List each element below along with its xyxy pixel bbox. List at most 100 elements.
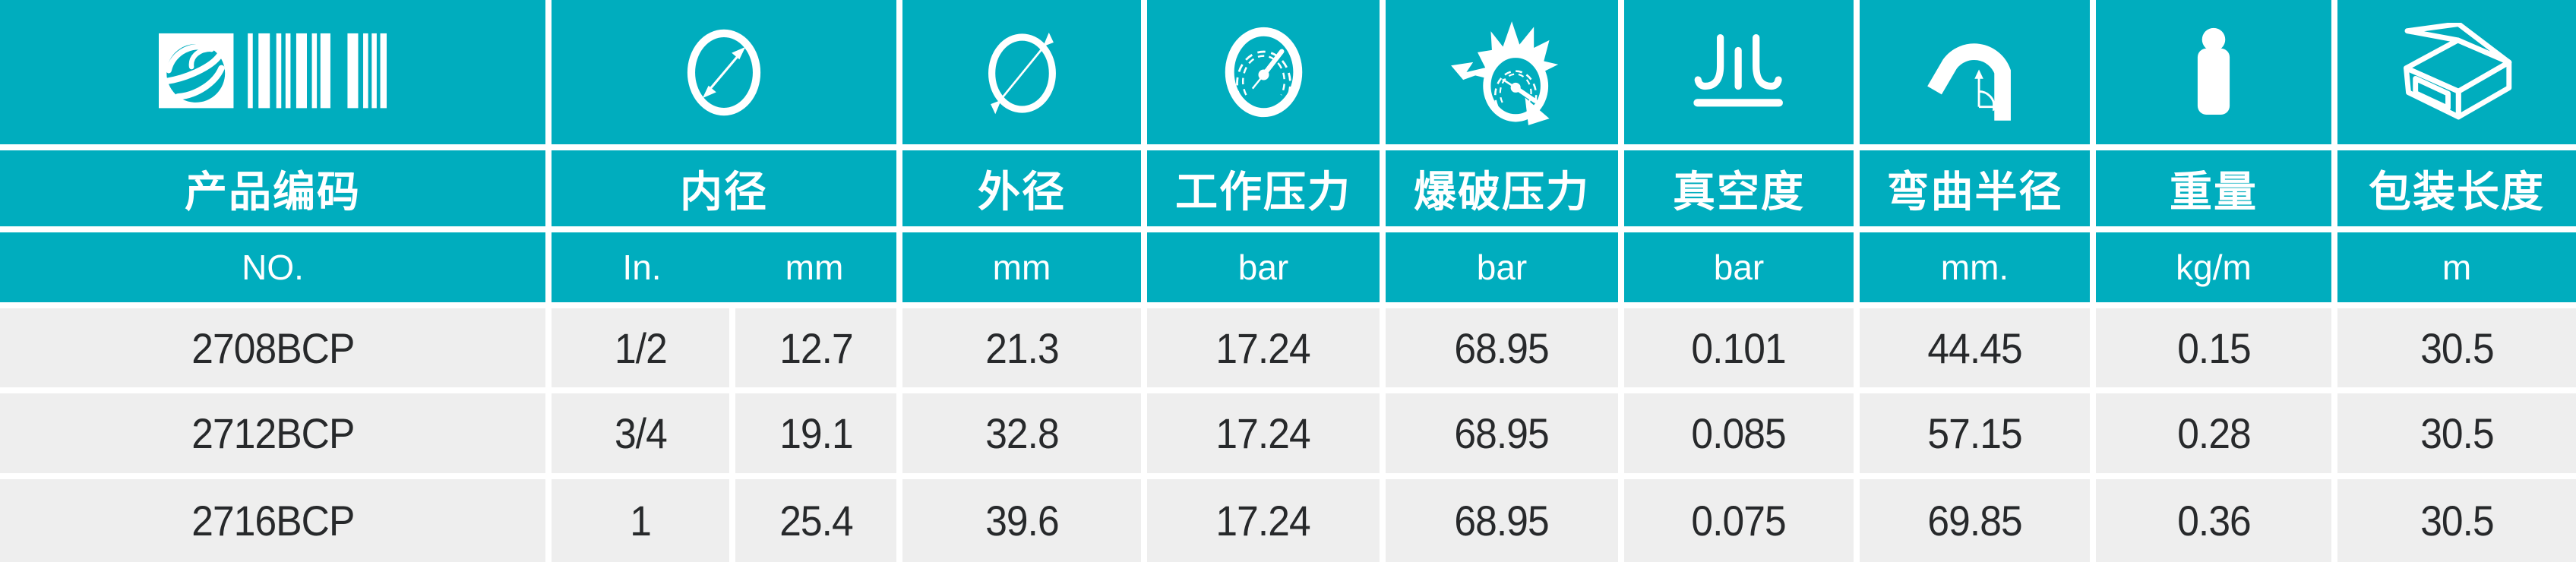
column-label: 内径: [680, 167, 768, 216]
cell-value: 68.95: [1454, 324, 1550, 372]
table-row-cell-working-pressure: 17.24: [1147, 393, 1380, 473]
cell-value: 17.24: [1215, 324, 1311, 372]
table-row-cell-package-length: 30.5: [2337, 393, 2576, 473]
unit-outer-diameter: mm: [902, 232, 1141, 302]
pressure-gauge-icon: [1147, 0, 1380, 144]
table-row-cell-burst-pressure: 68.95: [1386, 308, 1618, 387]
table-row-cell-bend-radius: 57.15: [1860, 393, 2090, 473]
table-row-cell-package-length: 30.5: [2337, 479, 2576, 562]
column-label: 工作压力: [1175, 167, 1351, 216]
table-row-cell-od: 39.6: [902, 479, 1141, 562]
column-label: 爆破压力: [1414, 167, 1590, 216]
table-row-cell-vacuum: 0.101: [1624, 308, 1854, 387]
unit-label: bar: [1713, 248, 1765, 287]
unit-label: mm.: [1940, 248, 2009, 287]
column-header-burst-pressure: 爆破压力: [1386, 150, 1618, 226]
cell-value: 1/2: [614, 324, 668, 372]
cell-value: 17.24: [1215, 497, 1311, 545]
table-row-cell-id-in: 3/4: [552, 393, 729, 473]
cell-value: 69.85: [1927, 497, 2022, 545]
unit-working-pressure: bar: [1147, 232, 1380, 302]
cell-value: 32.8: [985, 409, 1060, 457]
cell-value: 2712BCP: [191, 409, 355, 457]
cell-value: 57.15: [1927, 409, 2022, 457]
logo-barcode-icon: [0, 0, 545, 144]
table-row-cell-vacuum: 0.085: [1624, 393, 1854, 473]
unit-inner-diameter: In. mm: [552, 232, 896, 302]
cell-value: 3/4: [614, 409, 668, 457]
table-row-cell-bend-radius: 69.85: [1860, 479, 2090, 562]
unit-bend-radius: mm.: [1860, 232, 2090, 302]
outer-diameter-icon: [902, 0, 1141, 144]
table-row-cell-weight: 0.36: [2096, 479, 2331, 562]
cell-value: 30.5: [2420, 409, 2495, 457]
cell-value: 25.4: [779, 497, 854, 545]
table-row-cell-product-code: 2716BCP: [0, 479, 545, 562]
unit-package-length: m: [2337, 232, 2576, 302]
table-row-cell-id-mm: 25.4: [735, 479, 896, 562]
unit-label: kg/m: [2176, 248, 2252, 287]
column-header-product-code: 产品编码: [0, 150, 545, 226]
column-label: 弯曲半径: [1886, 167, 2063, 216]
cell-value: 2708BCP: [191, 324, 355, 372]
table-row-cell-working-pressure: 17.24: [1147, 308, 1380, 387]
table-row-cell-id-in: 1: [552, 479, 729, 562]
cell-value: 39.6: [985, 497, 1060, 545]
column-header-working-pressure: 工作压力: [1147, 150, 1380, 226]
table-row-cell-id-in: 1/2: [552, 308, 729, 387]
cell-value: 68.95: [1454, 409, 1550, 457]
unit-label: bar: [1237, 248, 1289, 287]
table-row-cell-product-code: 2712BCP: [0, 393, 545, 473]
unit-weight: kg/m: [2096, 232, 2331, 302]
unit-label: mm: [992, 248, 1051, 287]
column-header-vacuum: 真空度: [1624, 150, 1854, 226]
unit-product-code: NO.: [0, 232, 545, 302]
cell-value: 30.5: [2420, 324, 2495, 372]
table-row-cell-weight: 0.15: [2096, 308, 2331, 387]
cell-value: 2716BCP: [191, 497, 355, 545]
vacuum-icon: [1624, 0, 1854, 144]
table-row-cell-burst-pressure: 68.95: [1386, 479, 1618, 562]
cell-value: 0.15: [2176, 324, 2252, 372]
column-label: 真空度: [1673, 167, 1805, 216]
cell-value: 68.95: [1454, 497, 1550, 545]
cell-value: 0.085: [1691, 409, 1787, 457]
column-label: 包装长度: [2369, 167, 2545, 216]
cell-value: 12.7: [779, 324, 854, 372]
cell-value: 0.075: [1691, 497, 1787, 545]
bend-radius-icon: [1860, 0, 2090, 144]
column-header-package-length: 包装长度: [2337, 150, 2576, 226]
table-row-cell-burst-pressure: 68.95: [1386, 393, 1618, 473]
table-row-cell-product-code: 2708BCP: [0, 308, 545, 387]
cell-value: 19.1: [779, 409, 854, 457]
table-row-cell-od: 21.3: [902, 308, 1141, 387]
package-box-icon: [2337, 0, 2576, 144]
cell-value: 17.24: [1215, 409, 1311, 457]
unit-vacuum: bar: [1624, 232, 1854, 302]
table-row-cell-package-length: 30.5: [2337, 308, 2576, 387]
table-row-cell-vacuum: 0.075: [1624, 479, 1854, 562]
cell-value: 30.5: [2420, 497, 2495, 545]
unit-label-inches: In.: [622, 248, 662, 287]
unit-label: NO.: [242, 248, 304, 287]
column-header-outer-diameter: 外径: [902, 150, 1141, 226]
cell-value: 21.3: [985, 324, 1060, 372]
column-label: 产品编码: [185, 167, 361, 216]
cell-value: 0.36: [2176, 497, 2252, 545]
cell-value: 44.45: [1927, 324, 2022, 372]
cell-value: 1: [630, 497, 652, 545]
table-row-cell-od: 32.8: [902, 393, 1141, 473]
column-label: 外径: [978, 167, 1066, 216]
table-row-cell-id-mm: 12.7: [735, 308, 896, 387]
cell-value: 0.28: [2176, 409, 2252, 457]
unit-burst-pressure: bar: [1386, 232, 1618, 302]
weight-icon: [2096, 0, 2331, 144]
unit-label-mm: mm: [785, 248, 844, 287]
column-header-weight: 重量: [2096, 150, 2331, 226]
table-row-cell-working-pressure: 17.24: [1147, 479, 1380, 562]
unit-label: m: [2442, 248, 2472, 287]
burst-gauge-icon: [1386, 0, 1618, 144]
cell-value: 0.101: [1691, 324, 1787, 372]
table-row-cell-weight: 0.28: [2096, 393, 2331, 473]
